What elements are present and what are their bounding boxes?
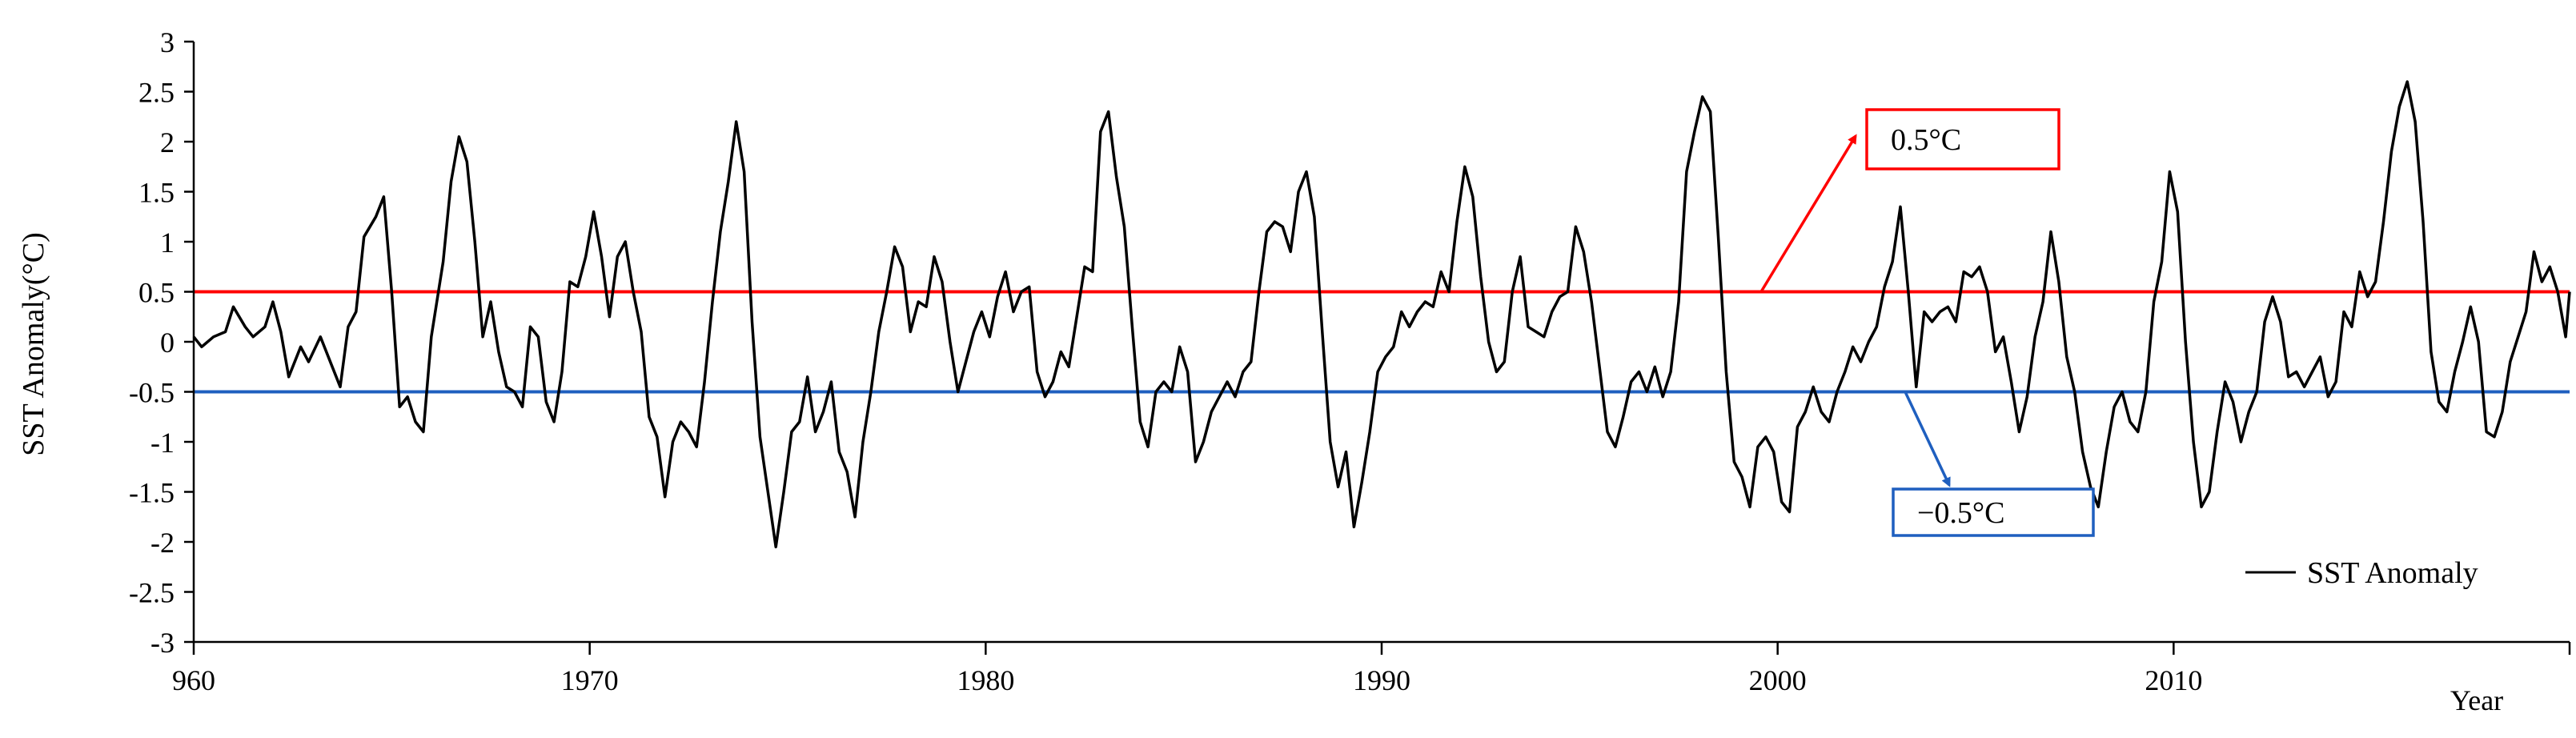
annotation-arrow-0 — [1759, 134, 1857, 293]
annotations: 0.5°C −0.5°C — [1759, 108, 2095, 537]
legend: SST Anomaly — [2245, 556, 2478, 590]
x-tick-label: 1980 — [957, 664, 1014, 696]
y-tick-label: 1.5 — [138, 177, 175, 209]
reference-lines — [194, 290, 2570, 394]
y-tick-label: -1 — [150, 427, 175, 459]
y-tick-label: 1 — [160, 227, 175, 259]
y-tick-label: 0.5 — [138, 277, 175, 309]
annotation-arrow-1 — [1904, 391, 1951, 487]
x-tick-label: 2010 — [2145, 664, 2202, 696]
series-group — [192, 80, 2571, 549]
y-tick-label: 0 — [160, 327, 175, 359]
series-line-0 — [192, 80, 2571, 549]
y-tick-label: -3 — [150, 627, 175, 659]
x-tick-label: 1970 — [561, 664, 619, 696]
x-axis-label: Year — [2450, 684, 2503, 716]
annotation-label-1: −0.5°C — [1917, 496, 2004, 530]
axes — [192, 42, 2570, 644]
x-tick-label: 960 — [172, 664, 215, 696]
annotation-box-1 — [1892, 487, 2095, 537]
y-axis-label: SST Anomaly(°C) — [17, 232, 50, 455]
x-ticks: 960 1970 1980 1990 2000 2010 — [172, 642, 2571, 696]
y-tick-label: -1.5 — [129, 477, 175, 509]
legend-label: SST Anomaly — [2307, 556, 2478, 590]
annotation-box-0 — [1865, 108, 2060, 170]
annotation-label-0: 0.5°C — [1891, 123, 1961, 157]
y-axis-title: SST Anomaly(°C) — [17, 232, 50, 455]
y-tick-label: 3 — [160, 26, 175, 58]
y-ticks: 3 2.5 2 1.5 1 0.5 0 -0.5 -1 -1.5 -2 -2.5 -3 — [129, 26, 194, 659]
y-tick-label: -2 — [150, 527, 175, 559]
y-tick-label: -2.5 — [129, 577, 175, 609]
y-tick-label: 2.5 — [138, 77, 175, 109]
y-tick-label: 2 — [160, 126, 175, 158]
y-tick-label: -0.5 — [129, 377, 175, 409]
x-tick-label: 1990 — [1353, 664, 1410, 696]
x-tick-label: 2000 — [1749, 664, 1807, 696]
